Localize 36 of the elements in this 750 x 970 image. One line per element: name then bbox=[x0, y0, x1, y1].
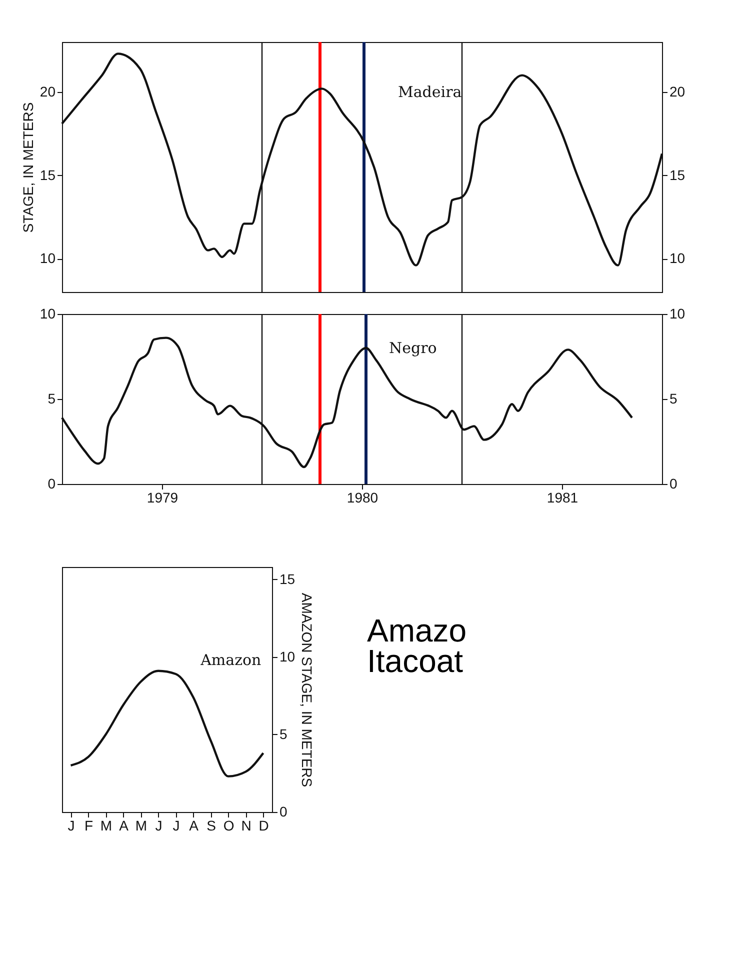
y2-tick-label: 0 bbox=[670, 476, 678, 492]
x-tick-label: J bbox=[68, 818, 75, 834]
x-tick-label: J bbox=[155, 818, 162, 834]
y2-tick-label: 15 bbox=[280, 570, 296, 587]
y2-tick-label: 0 bbox=[280, 804, 288, 820]
y-tick-label: 10 bbox=[40, 250, 56, 266]
series-label: Amazon bbox=[200, 651, 262, 670]
x-tick-label: S bbox=[206, 818, 216, 834]
y2-tick-label: 10 bbox=[670, 306, 686, 322]
x-tick-label: M bbox=[100, 818, 112, 834]
x-tick-label: 1980 bbox=[346, 490, 378, 506]
x-tick-label: 1979 bbox=[146, 490, 178, 506]
y2-tick-label: 5 bbox=[280, 726, 288, 742]
x-tick-label: D bbox=[258, 818, 269, 834]
y2-tick-label: 10 bbox=[280, 648, 296, 664]
y-axis-title: STAGE, IN METERS bbox=[20, 102, 36, 233]
x-tick-label: A bbox=[119, 818, 130, 834]
y-tick-label: 10 bbox=[40, 306, 56, 322]
y2-tick-label: 15 bbox=[670, 166, 686, 183]
x-tick-label: O bbox=[223, 818, 234, 834]
series-label: Negro bbox=[389, 339, 437, 357]
y2-tick-label: 5 bbox=[670, 390, 678, 406]
x-tick-label: A bbox=[189, 818, 200, 834]
x-tick-label: J bbox=[172, 818, 180, 834]
y2-axis-title: AMAZON STAGE, IN METERS bbox=[299, 592, 316, 788]
y-tick-label: 0 bbox=[48, 476, 56, 492]
series-label: Madeira bbox=[398, 83, 462, 101]
y2-tick-label: 10 bbox=[670, 250, 686, 266]
y-tick-label: 15 bbox=[40, 166, 56, 183]
x-tick-label: 1981 bbox=[546, 490, 578, 506]
x-tick-label: N bbox=[241, 818, 252, 834]
y2-tick-label: 20 bbox=[670, 84, 686, 100]
x-tick-label: F bbox=[84, 818, 94, 834]
y-tick-label: 20 bbox=[40, 84, 56, 100]
x-tick-label: M bbox=[135, 818, 148, 834]
y-tick-label: 5 bbox=[48, 390, 56, 406]
